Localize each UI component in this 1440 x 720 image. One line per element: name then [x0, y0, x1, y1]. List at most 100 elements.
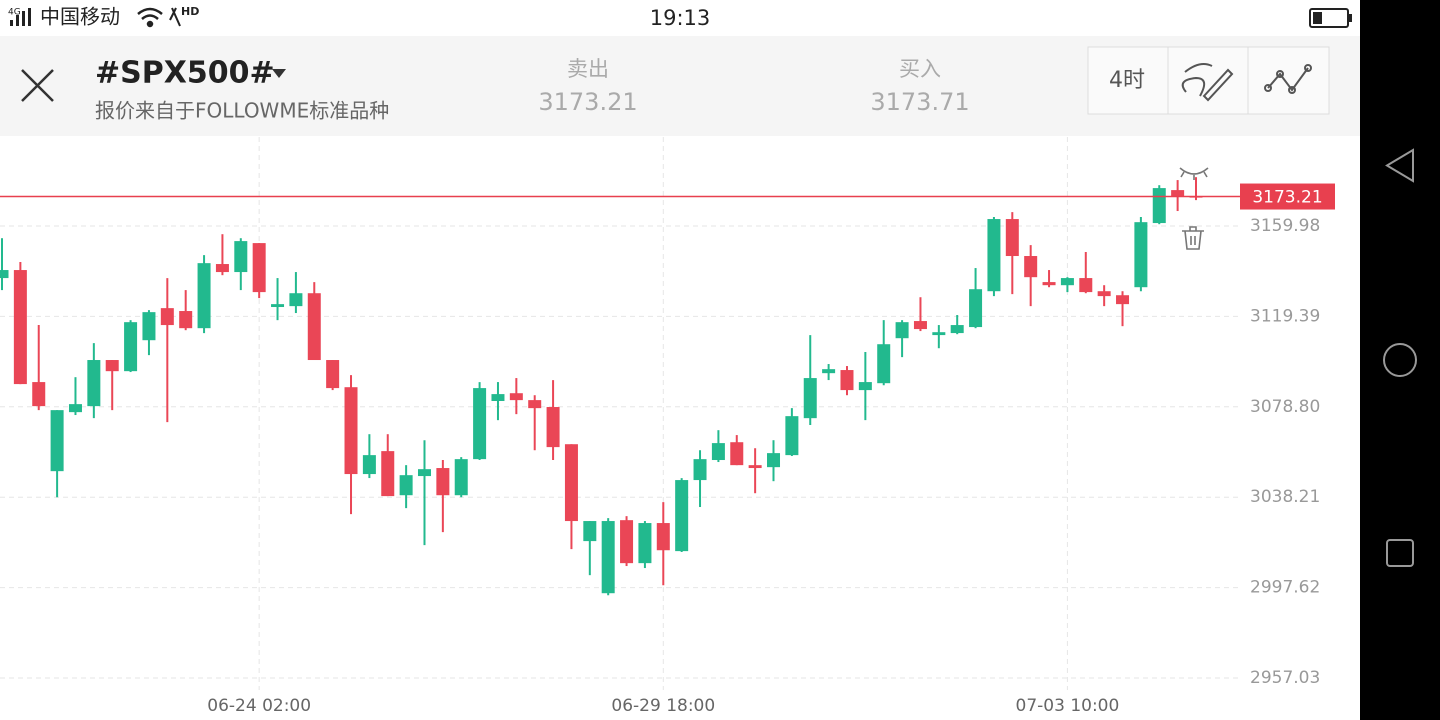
- symbol-title[interactable]: #SPX500#: [95, 56, 275, 91]
- candle-body: [142, 312, 156, 341]
- candle-body: [289, 293, 303, 307]
- candle-body: [1005, 219, 1019, 257]
- candle-body: [1060, 278, 1074, 286]
- nav-bar: [1360, 0, 1440, 720]
- candle-body: [528, 400, 542, 409]
- recents-button[interactable]: [1386, 539, 1414, 567]
- candle-body: [197, 263, 211, 329]
- hd: HD: [181, 5, 199, 18]
- candle-body: [160, 308, 174, 326]
- call-icon: [169, 7, 181, 27]
- price-tag-label: 3173.21: [1252, 188, 1322, 208]
- candle-body: [50, 410, 64, 472]
- y-tick-label: 3119.39: [1250, 306, 1320, 326]
- candle-body: [436, 468, 450, 496]
- candle-body: [124, 322, 138, 372]
- candle-body: [546, 407, 560, 448]
- candle-body: [950, 325, 964, 334]
- candle-body: [1097, 291, 1111, 297]
- candle-body: [711, 443, 725, 461]
- close-button[interactable]: [21, 69, 54, 102]
- carrier: 中国移动: [40, 5, 120, 29]
- x-tick-label: 07-03 10:00: [1016, 696, 1120, 716]
- y-tick-label: 3038.21: [1250, 487, 1320, 507]
- subtitle: 报价来自于FOLLOWME标准品种: [95, 99, 389, 123]
- candle-body: [1116, 295, 1130, 305]
- buy-price: 3173.71: [870, 88, 969, 116]
- candle-body: [620, 520, 634, 564]
- candle-body: [509, 393, 523, 401]
- battery-icon: [1309, 8, 1352, 28]
- candle-body: [1152, 188, 1166, 224]
- sell-price: 3173.21: [538, 88, 637, 116]
- candle-body: [215, 264, 229, 273]
- home-button[interactable]: [1383, 343, 1417, 377]
- candle-body: [68, 404, 82, 413]
- candle-body: [307, 293, 321, 361]
- candle-body: [932, 332, 946, 336]
- candle-body: [381, 451, 395, 497]
- price-tag: [1240, 183, 1335, 210]
- candle-body: [1024, 256, 1038, 278]
- candle-body: [1171, 190, 1185, 197]
- y-tick-label: 3159.98: [1250, 216, 1320, 236]
- toolbar: [1087, 46, 1330, 115]
- y-tick-label: 2957.03: [1250, 668, 1320, 688]
- candle-body: [675, 480, 689, 552]
- candle-body: [803, 378, 817, 419]
- candle-body: [13, 270, 27, 385]
- candle-body: [1134, 222, 1148, 288]
- dropdown-arrow[interactable]: [272, 69, 286, 78]
- candle-body: [399, 475, 413, 496]
- candle-body: [656, 523, 670, 551]
- y-tick-label: 2997.62: [1250, 578, 1320, 598]
- candle-body: [583, 521, 597, 542]
- indicator-button[interactable]: [1264, 64, 1312, 94]
- candle-body: [730, 442, 744, 466]
- candle-body: [87, 360, 101, 407]
- candle-body: [638, 523, 652, 564]
- candle-body: [491, 394, 505, 402]
- candle-body: [454, 459, 468, 496]
- candle-body: [767, 453, 781, 468]
- candle-body: [822, 369, 836, 374]
- x-tick-label: 06-29 18:00: [611, 696, 715, 716]
- x-tick-label: 06-24 02:00: [207, 696, 311, 716]
- candle-body: [601, 521, 615, 594]
- back-button[interactable]: [1385, 148, 1414, 183]
- wifi-icon: [137, 7, 163, 28]
- candle-body: [1042, 282, 1056, 286]
- candle-body: [32, 382, 46, 407]
- sell-label: 卖出: [567, 57, 609, 81]
- timeframe-button[interactable]: 4时: [1109, 68, 1145, 93]
- candle-body: [840, 370, 854, 391]
- candle-body: [362, 455, 376, 475]
- y-tick-label: 3078.80: [1250, 397, 1320, 417]
- draw-tool-button[interactable]: [1181, 63, 1234, 102]
- candle-body: [564, 444, 578, 522]
- delete-icon[interactable]: [1182, 226, 1204, 250]
- candle-body: [858, 382, 872, 391]
- candle-body: [326, 360, 340, 389]
- candle-body: [271, 304, 285, 308]
- signal-icon: [10, 8, 31, 26]
- candle-body: [473, 388, 487, 460]
- hide-icon[interactable]: [1179, 167, 1209, 180]
- candle-body: [693, 459, 707, 481]
- candle-body: [417, 469, 431, 477]
- candle-body: [987, 219, 1001, 292]
- time: 19:13: [650, 6, 711, 30]
- candle-body: [105, 360, 119, 372]
- candle-body: [785, 416, 799, 456]
- candle-body: [969, 289, 983, 328]
- buy-label: 买入: [899, 57, 941, 81]
- candle-body: [234, 241, 248, 273]
- candle-body: [252, 243, 266, 293]
- network: 4G: [8, 8, 21, 18]
- plot: 3159.98 3119.39 3078.80 3038.21 2997.62 2957.…: [0, 137, 1335, 716]
- candle-body: [344, 387, 358, 475]
- candle-body: [913, 321, 927, 330]
- candle-body: [0, 270, 9, 279]
- candle-body: [895, 322, 909, 339]
